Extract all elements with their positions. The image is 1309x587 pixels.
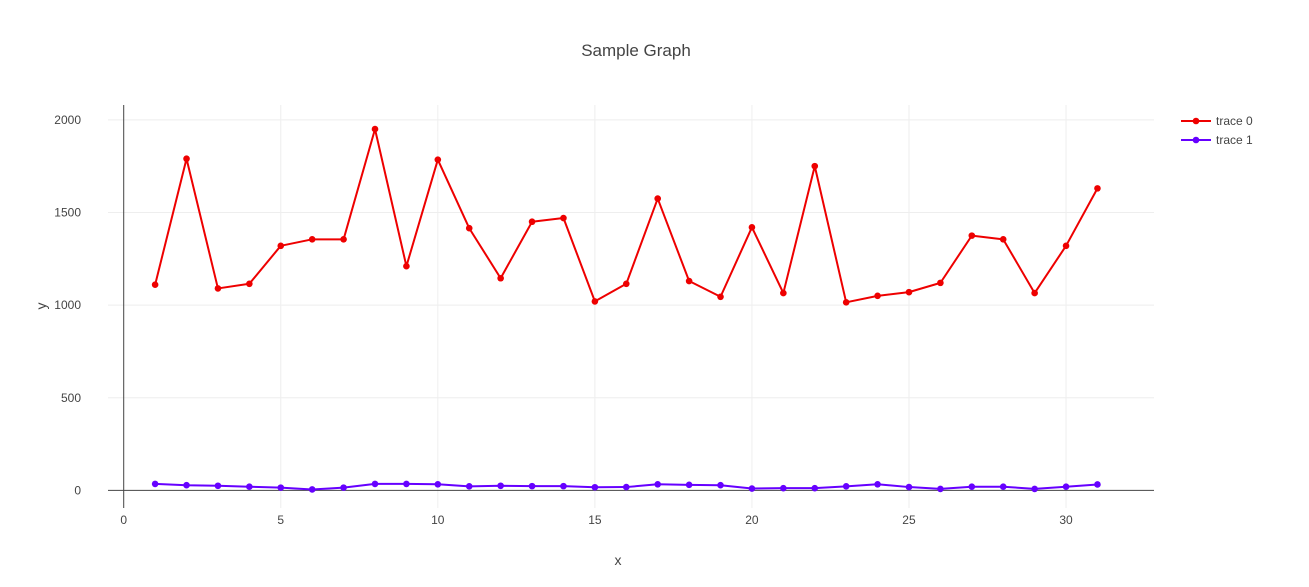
data-point [371, 480, 379, 488]
x-tick-labels: 0 5 10 15 20 25 30 [120, 513, 1073, 527]
x-tick-label: 15 [588, 513, 602, 527]
legend-swatch-marker [1192, 117, 1200, 125]
data-point [1062, 483, 1070, 490]
x-tick-label: 10 [431, 513, 445, 527]
x-tick-label: 25 [902, 513, 916, 527]
data-point [968, 232, 976, 239]
series-1 [151, 480, 1101, 493]
data-point [748, 223, 756, 231]
y-tick-labels: 0 500 1000 1500 2000 [54, 113, 81, 498]
data-point [1094, 481, 1101, 488]
data-point [340, 484, 347, 491]
x-axis-title: x [615, 552, 622, 568]
data-point [1031, 485, 1038, 493]
y-axis-title: y [33, 303, 49, 310]
data-point [937, 485, 944, 493]
data-point [1062, 242, 1070, 250]
data-point [528, 482, 536, 490]
data-point [560, 214, 567, 222]
axes [108, 105, 1154, 508]
data-point [246, 483, 253, 490]
series-layer [151, 125, 1101, 493]
legend-item[interactable]: trace 0 [1181, 114, 1253, 128]
x-tick-label: 20 [745, 513, 759, 527]
data-point [340, 236, 347, 243]
data-point [434, 480, 442, 488]
data-point [842, 299, 850, 306]
data-point [1094, 185, 1101, 192]
data-point [780, 289, 787, 297]
data-point [811, 162, 819, 170]
series-line [154, 128, 1099, 304]
data-point [151, 480, 159, 488]
data-point [654, 480, 661, 488]
y-tick-label: 1000 [54, 298, 81, 312]
data-point [371, 125, 379, 133]
data-point [685, 277, 693, 285]
y-tick-label: 500 [61, 391, 81, 405]
data-point [183, 481, 190, 489]
data-point [214, 482, 222, 490]
data-point [780, 484, 787, 492]
data-point [497, 482, 504, 490]
data-point [403, 262, 410, 270]
data-point [403, 480, 410, 488]
data-point [622, 483, 630, 491]
chart-title: Sample Graph [581, 41, 691, 60]
y-tick-label: 1500 [54, 205, 81, 219]
data-point [591, 298, 599, 305]
data-point [214, 285, 222, 292]
data-point [999, 483, 1007, 490]
data-point [905, 483, 913, 491]
data-point [277, 242, 285, 250]
data-point [465, 224, 473, 232]
x-tick-label: 0 [120, 513, 127, 527]
x-tick-label: 30 [1059, 513, 1073, 527]
data-point [654, 195, 661, 202]
data-point [842, 483, 850, 490]
data-point [308, 236, 316, 243]
series-0 [151, 125, 1101, 306]
y-tick-label: 2000 [54, 113, 81, 127]
legend[interactable]: trace 0 trace 1 [1181, 114, 1253, 147]
data-point [183, 155, 190, 163]
data-point [560, 482, 567, 490]
legend-label: trace 1 [1216, 133, 1253, 147]
data-point [1031, 289, 1038, 297]
data-point [717, 293, 724, 301]
data-point [717, 481, 724, 489]
data-point [622, 280, 630, 288]
data-point [465, 483, 473, 490]
data-point [874, 292, 881, 300]
data-point [748, 485, 756, 492]
y-tick-label: 0 [74, 483, 81, 497]
legend-swatch-marker [1192, 136, 1200, 144]
data-point [151, 281, 159, 289]
data-point [528, 218, 536, 226]
data-point [434, 156, 442, 163]
data-point [277, 484, 285, 491]
data-point [968, 483, 976, 490]
data-point [497, 274, 504, 282]
data-point [999, 236, 1007, 243]
data-point [811, 484, 819, 492]
legend-label: trace 0 [1216, 114, 1253, 128]
x-tick-label: 5 [277, 513, 284, 527]
data-point [905, 288, 913, 296]
legend-item[interactable]: trace 1 [1181, 133, 1253, 147]
data-point [246, 280, 253, 288]
data-point [937, 279, 944, 287]
data-point [874, 480, 881, 488]
data-point [308, 486, 316, 493]
data-point [685, 481, 693, 489]
gridlines [108, 105, 1154, 508]
data-point [591, 483, 599, 491]
